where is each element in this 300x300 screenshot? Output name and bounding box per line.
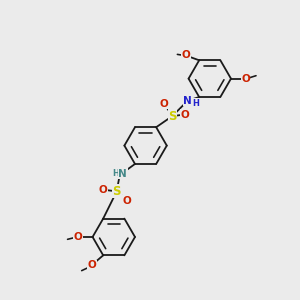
Text: S: S: [168, 110, 177, 122]
Text: O: O: [180, 110, 189, 120]
Text: H: H: [193, 99, 200, 108]
Text: O: O: [241, 74, 250, 84]
Text: O: O: [98, 185, 107, 195]
Text: O: O: [160, 99, 169, 109]
Text: O: O: [74, 232, 82, 242]
Text: S: S: [112, 185, 121, 198]
Text: O: O: [182, 50, 190, 60]
Text: H: H: [112, 169, 119, 178]
Text: O: O: [123, 196, 132, 206]
Text: N: N: [118, 169, 127, 179]
Text: N: N: [183, 96, 192, 106]
Text: O: O: [87, 260, 96, 270]
